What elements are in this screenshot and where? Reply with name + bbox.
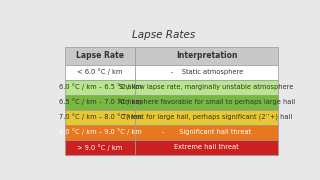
- Bar: [135, 65, 278, 80]
- Text: Lapse Rates: Lapse Rates: [132, 30, 196, 40]
- Bar: [65, 65, 135, 80]
- Text: -    Static atmosphere: - Static atmosphere: [171, 69, 243, 75]
- Bar: [65, 95, 135, 110]
- Bar: [65, 125, 135, 140]
- Text: 6.0 °C / km – 6.5 °C / km: 6.0 °C / km – 6.5 °C / km: [59, 84, 141, 90]
- Text: 7.0 °C / km – 8.0 °C / km: 7.0 °C / km – 8.0 °C / km: [59, 114, 141, 120]
- Bar: [65, 47, 135, 65]
- Text: > 9.0 °C / km: > 9.0 °C / km: [77, 144, 123, 150]
- Text: -       Significant hail threat: - Significant hail threat: [162, 129, 251, 135]
- Bar: [135, 47, 278, 65]
- Bar: [135, 140, 278, 155]
- Bar: [135, 110, 278, 125]
- Bar: [135, 95, 278, 110]
- Text: 6.5 °C / km – 7.0 °C / km: 6.5 °C / km – 7.0 °C / km: [59, 99, 141, 105]
- Text: Shallow lapse rate, marginally unstable atmosphere: Shallow lapse rate, marginally unstable …: [119, 84, 294, 90]
- Bar: [65, 80, 135, 95]
- Text: Interpretation: Interpretation: [176, 51, 237, 60]
- Bar: [135, 80, 278, 95]
- Text: Extreme hail threat: Extreme hail threat: [174, 144, 239, 150]
- Bar: [135, 125, 278, 140]
- Text: Threat for large hail, perhaps significant (2’’+) hail: Threat for large hail, perhaps significa…: [122, 114, 292, 120]
- Bar: [65, 140, 135, 155]
- Text: Atmosphere favorable for small to perhaps large hail: Atmosphere favorable for small to perhap…: [118, 99, 295, 105]
- Text: < 6.0 °C / km: < 6.0 °C / km: [77, 69, 123, 75]
- Text: Lapse Rate: Lapse Rate: [76, 51, 124, 60]
- Bar: [65, 110, 135, 125]
- Text: 8.0 °C / km – 9.0 °C / km: 8.0 °C / km – 9.0 °C / km: [59, 129, 141, 136]
